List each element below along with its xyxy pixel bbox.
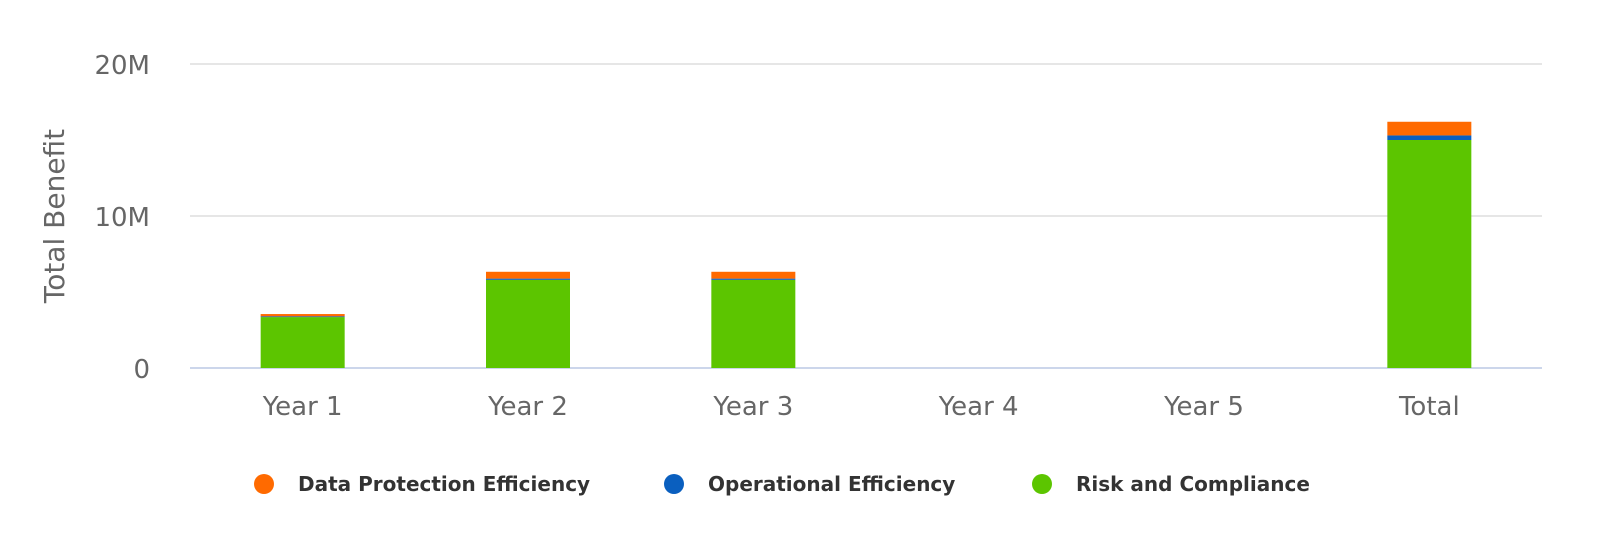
legend-marker bbox=[664, 474, 684, 494]
y-tick-label: 0 bbox=[133, 355, 150, 385]
legend-label: Data Protection Efficiency bbox=[298, 472, 590, 496]
bar-segment[interactable] bbox=[486, 279, 570, 368]
legend: Data Protection Efficiency Operational Ef… bbox=[254, 472, 1310, 496]
x-tick-label: Year 2 bbox=[487, 392, 568, 422]
legend-item[interactable]: Data Protection Efficiency bbox=[254, 472, 590, 496]
x-axis-ticks: Year 1 Year 2 Year 3 Year 4 Year 5 Total bbox=[262, 392, 1460, 422]
bar-segment[interactable] bbox=[486, 278, 570, 280]
bar-segment[interactable] bbox=[486, 271, 570, 279]
bar-segment[interactable] bbox=[260, 316, 345, 318]
x-tick-label: Year 1 bbox=[262, 392, 343, 422]
bar-segment[interactable] bbox=[711, 271, 796, 279]
bar-segment[interactable] bbox=[260, 314, 345, 317]
legend-label: Risk and Compliance bbox=[1076, 472, 1310, 496]
legend-label: Operational Efficiency bbox=[708, 472, 955, 496]
bar-segment[interactable] bbox=[711, 279, 796, 368]
x-tick-label: Year 3 bbox=[712, 392, 793, 422]
legend-item[interactable]: Risk and Compliance bbox=[1032, 472, 1310, 496]
bar-segment[interactable] bbox=[1387, 140, 1472, 368]
x-tick-label: Year 5 bbox=[1163, 392, 1244, 422]
y-axis-ticks: 0 10M 20M bbox=[94, 51, 150, 385]
legend-item[interactable]: Operational Efficiency bbox=[664, 472, 955, 496]
x-tick-label: Year 4 bbox=[938, 392, 1019, 422]
bar-segment[interactable] bbox=[1387, 121, 1472, 136]
y-tick-label: 10M bbox=[94, 203, 150, 233]
bars bbox=[260, 121, 1472, 368]
legend-marker bbox=[1032, 474, 1052, 494]
x-tick-label: Total bbox=[1398, 392, 1460, 422]
bar-segment[interactable] bbox=[711, 278, 796, 280]
y-tick-label: 20M bbox=[94, 51, 150, 81]
grid-lines bbox=[190, 63, 1542, 369]
bar-segment[interactable] bbox=[1387, 135, 1472, 140]
bar-segment[interactable] bbox=[260, 317, 345, 368]
y-axis-title: Total Benefit bbox=[38, 129, 71, 304]
legend-marker bbox=[254, 474, 274, 494]
